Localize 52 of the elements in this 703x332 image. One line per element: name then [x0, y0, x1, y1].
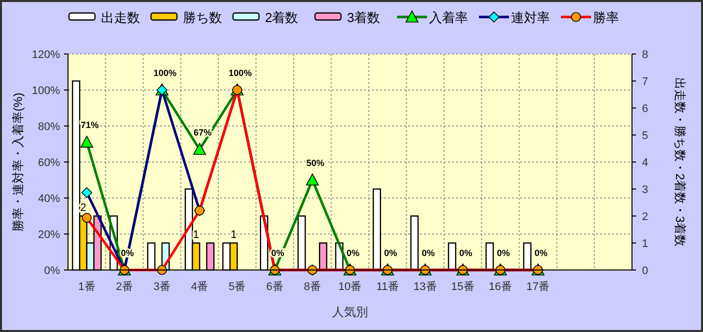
y2-tick-label: 1	[642, 238, 648, 250]
y2-tick-label: 6	[642, 103, 648, 115]
data-label: 71%	[80, 120, 99, 130]
x-tick-label: 11番	[376, 280, 399, 293]
data-label: 0%	[496, 248, 510, 258]
y-tick-label: 60%	[38, 157, 60, 169]
y2-axis-title: 出走数・勝ち数・2着数・3着数	[673, 77, 687, 247]
x-tick-label: 17番	[526, 280, 550, 293]
data-label: 2	[80, 202, 86, 214]
legend-label: 2着数	[265, 10, 298, 25]
data-label: 1	[230, 229, 237, 241]
y2-tick-label: 4	[642, 157, 648, 169]
y2-tick-label: 2	[642, 211, 648, 223]
y-tick-label: 20%	[38, 229, 60, 241]
x-tick-label: 10番	[338, 280, 362, 293]
y-tick-label: 100%	[32, 85, 60, 97]
x-tick-label: 5番	[228, 280, 246, 293]
y-tick-label: 80%	[38, 121, 60, 133]
x-tick-label: 1番	[78, 280, 96, 293]
y2-tick-label: 8	[642, 49, 648, 61]
y2-tick-label: 5	[642, 130, 648, 142]
y-axis-title: 勝率・連対率・入着率(%)	[11, 92, 25, 232]
y-tick-label: 40%	[38, 193, 60, 205]
legend-label: 勝率	[593, 10, 619, 25]
y2-tick-label: 0	[642, 265, 648, 277]
x-tick-label: 4番	[191, 280, 208, 293]
x-tick-label: 15番	[451, 280, 474, 293]
data-label: 50%	[306, 158, 324, 168]
data-label: 1	[192, 229, 200, 241]
legend-label: 3着数	[347, 10, 380, 25]
data-label: 0%	[422, 248, 435, 258]
legend-label: 入着率	[429, 10, 468, 25]
x-tick-label: 13番	[414, 280, 437, 293]
legend-label: 勝ち数	[183, 10, 222, 25]
data-label: 0%	[384, 248, 398, 258]
x-tick-label: 6番	[266, 280, 284, 293]
x-tick-label: 3番	[153, 280, 171, 293]
data-label: 0%	[459, 248, 472, 258]
y-tick-label: 0%	[44, 265, 60, 277]
legend-label: 出走数	[101, 10, 140, 25]
data-label: 0%	[346, 248, 360, 258]
data-label: 100%	[153, 68, 177, 78]
data-label: 100%	[228, 68, 252, 78]
y-tick-label: 120%	[32, 49, 60, 61]
x-tick-label: 2番	[116, 280, 133, 293]
legend-label: 連対率	[511, 10, 550, 25]
y2-tick-label: 7	[642, 76, 648, 88]
y2-tick-label: 3	[642, 184, 648, 196]
data-label: 0%	[534, 248, 548, 258]
x-axis-title: 人気別	[332, 305, 368, 319]
x-tick-label: 8番	[304, 280, 321, 293]
x-tick-label: 16番	[488, 280, 512, 293]
